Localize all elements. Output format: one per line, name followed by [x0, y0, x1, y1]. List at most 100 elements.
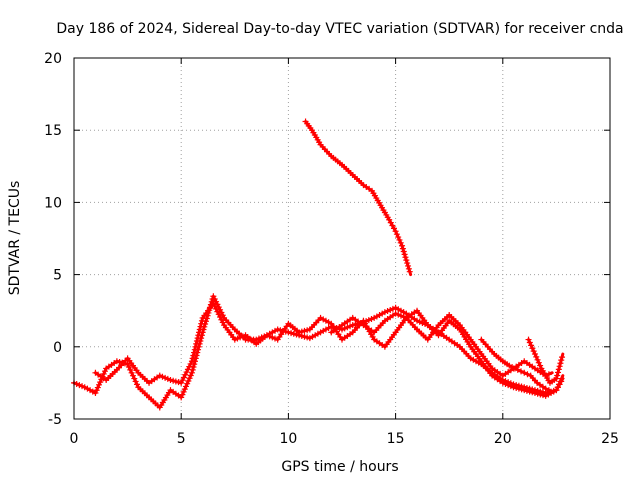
data-point-marker [211, 303, 218, 310]
data-series [71, 118, 566, 411]
data-point-marker [381, 309, 388, 316]
data-point-marker [175, 379, 182, 386]
data-point-marker [534, 356, 541, 363]
data-point-marker [531, 390, 538, 397]
data-point-marker [180, 388, 187, 395]
data-point-marker [304, 334, 311, 341]
data-point-marker [397, 239, 404, 246]
data-point-marker [296, 329, 303, 336]
data-point-marker [178, 379, 185, 386]
data-point-marker [533, 353, 540, 360]
data-point-marker [502, 380, 509, 387]
data-point-marker [187, 372, 194, 379]
data-point-marker [92, 390, 99, 397]
data-point-marker [213, 305, 220, 312]
data-point-marker [129, 372, 136, 379]
data-point-marker [116, 358, 123, 365]
data-point-marker [510, 384, 517, 391]
data-point-marker [125, 364, 132, 371]
data-point-marker [170, 377, 177, 384]
data-point-marker [525, 336, 532, 343]
data-point-marker [555, 366, 562, 373]
data-point-marker [96, 381, 103, 388]
data-point-marker [182, 383, 189, 390]
data-point-marker [193, 340, 200, 347]
data-point-marker [399, 242, 406, 249]
data-point-marker [505, 382, 512, 389]
series-track-b [92, 300, 565, 399]
data-point-marker [164, 375, 171, 382]
data-point-marker [396, 236, 403, 243]
data-point-marker [189, 355, 196, 362]
data-point-marker [399, 245, 406, 252]
data-point-marker [499, 379, 506, 386]
data-point-marker [113, 358, 120, 365]
data-point-marker [405, 262, 412, 269]
data-point-marker [518, 386, 525, 393]
data-point-marker [97, 379, 104, 386]
y-tick-label: 15 [44, 123, 62, 139]
data-point-marker [215, 311, 222, 318]
data-point-marker [269, 334, 276, 341]
data-point-marker [128, 369, 135, 376]
y-tick-label: 20 [44, 51, 62, 67]
data-point-marker [530, 348, 537, 355]
axis-ticks: 0 5 10 15 20 25 -5 0 5 10 15 20 [44, 51, 619, 447]
data-point-marker [304, 327, 311, 334]
data-point-marker [553, 387, 560, 394]
data-point-marker [397, 312, 404, 319]
data-point-marker [188, 358, 195, 365]
data-point-marker [402, 254, 409, 261]
data-point-marker [414, 317, 421, 324]
data-point-marker [211, 295, 218, 302]
data-point-marker [290, 330, 297, 337]
data-point-marker [518, 368, 525, 375]
data-point-marker [192, 343, 199, 350]
data-point-marker [416, 318, 423, 325]
y-tick-label: 0 [53, 340, 62, 356]
data-point-marker [301, 333, 308, 340]
data-point-marker [218, 316, 225, 323]
data-point-marker [181, 386, 188, 393]
data-point-marker [219, 319, 226, 326]
data-point-marker [131, 375, 138, 382]
data-point-marker [347, 323, 354, 330]
series-track-upper [302, 118, 413, 277]
data-point-marker [179, 391, 186, 398]
x-tick-label: 10 [279, 431, 297, 447]
data-point-marker [285, 329, 292, 336]
data-point-marker [513, 384, 520, 391]
data-point-marker [555, 369, 562, 376]
x-tick-label: 25 [601, 431, 619, 447]
data-point-marker [156, 372, 163, 379]
data-point-marker [186, 375, 193, 382]
data-point-marker [182, 371, 189, 378]
data-point-marker [526, 388, 533, 395]
data-point-marker [400, 248, 407, 255]
data-point-marker [73, 380, 80, 387]
data-point-marker [124, 361, 131, 368]
data-point-marker [558, 375, 565, 382]
x-tick-label: 15 [387, 431, 405, 447]
data-point-marker [392, 228, 399, 235]
grid [74, 58, 610, 419]
data-point-marker [193, 338, 200, 345]
data-point-marker [556, 363, 563, 370]
plot-frame [73, 57, 611, 420]
data-point-marker [558, 357, 565, 364]
data-point-marker [531, 351, 538, 358]
data-point-marker [195, 332, 202, 339]
data-point-marker [210, 293, 217, 300]
data-point-marker [190, 352, 197, 359]
data-point-marker [365, 317, 372, 324]
y-tick-label: -5 [48, 412, 62, 428]
data-point-marker [301, 327, 308, 334]
y-tick-label: 10 [44, 195, 62, 211]
data-point-marker [231, 336, 238, 343]
data-point-marker [384, 308, 391, 315]
data-point-marker [79, 383, 86, 390]
data-point-marker [395, 311, 402, 318]
data-point-marker [162, 374, 169, 381]
data-point-marker [234, 335, 241, 342]
data-point-marker [559, 354, 566, 361]
